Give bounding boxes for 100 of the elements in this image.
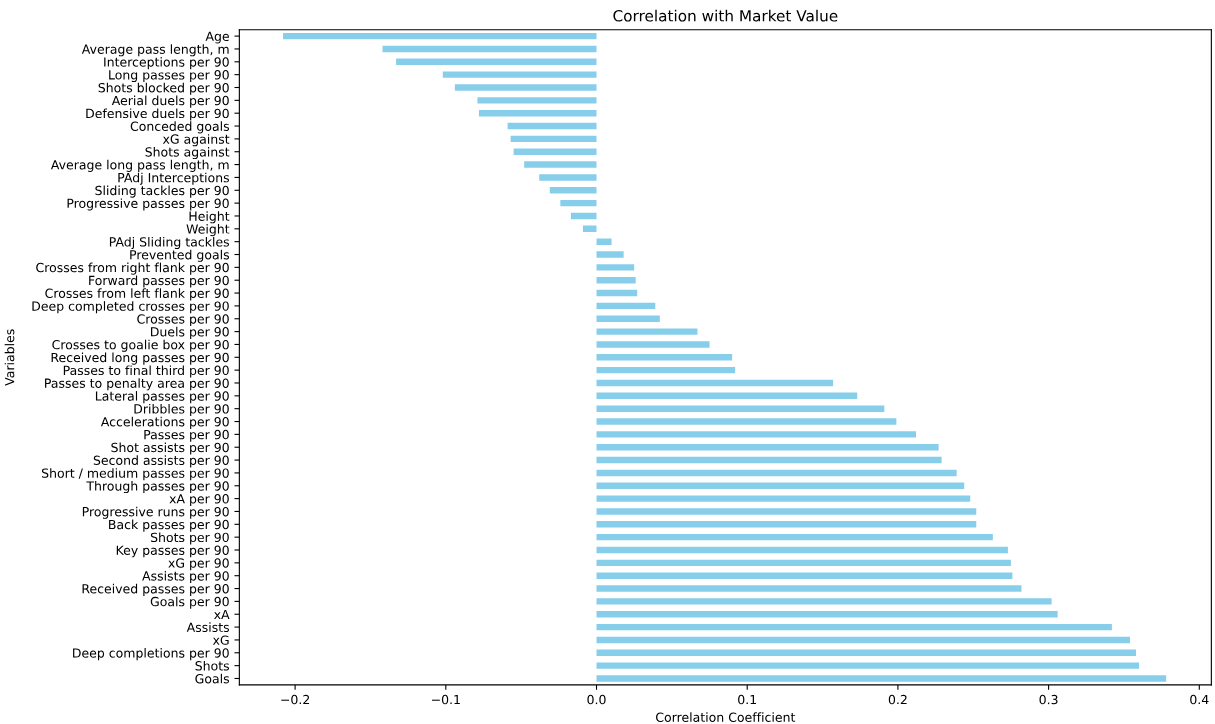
y-tick-label: Shot assists per 90 bbox=[111, 442, 229, 455]
bar bbox=[596, 277, 636, 284]
bar bbox=[596, 623, 1112, 631]
bar bbox=[524, 161, 597, 168]
y-tick-label: Back passes per 90 bbox=[109, 519, 229, 532]
y-axis-title: Variables bbox=[4, 329, 15, 386]
y-tick-label: Crosses from right flank per 90 bbox=[36, 262, 229, 275]
bar bbox=[596, 572, 1013, 579]
bar bbox=[596, 598, 1052, 605]
bar bbox=[596, 289, 638, 297]
y-tick-label: Received long passes per 90 bbox=[51, 352, 229, 365]
bar bbox=[596, 315, 660, 322]
chart-title: Correlation with Market Value bbox=[613, 9, 838, 22]
y-tick-label: Progressive runs per 90 bbox=[82, 506, 229, 519]
y-tick-label: Interceptions per 90 bbox=[104, 57, 229, 70]
y-tick-label: Progressive passes per 90 bbox=[67, 198, 229, 211]
bar bbox=[596, 675, 1167, 682]
y-tick-label: Goals per 90 bbox=[150, 596, 229, 609]
y-tick-label: xA bbox=[214, 609, 230, 619]
bar bbox=[596, 508, 977, 515]
y-tick-label: Sliding tackles per 90 bbox=[95, 185, 229, 198]
bar bbox=[596, 328, 698, 335]
y-tick-label: Assists per 90 bbox=[142, 570, 229, 584]
y-tick-label: Deep completions per 90 bbox=[73, 648, 229, 661]
bar bbox=[596, 546, 1008, 554]
y-tick-label: PAdj Sliding tackles bbox=[109, 236, 230, 250]
x-tick-label: −0.1 bbox=[431, 694, 460, 705]
bar bbox=[549, 187, 597, 194]
bar bbox=[596, 495, 971, 502]
y-tick-label: Deep completed crosses per 90 bbox=[32, 301, 229, 314]
y-tick-label: Shots bbox=[195, 660, 230, 671]
bar bbox=[596, 392, 858, 400]
bar bbox=[513, 148, 597, 155]
y-tick-label: Crosses to goalie box per 90 bbox=[52, 339, 229, 352]
x-tick-label: 0.0 bbox=[587, 694, 606, 705]
y-tick-label: xG against bbox=[162, 134, 230, 147]
y-tick-label: Goals bbox=[195, 673, 230, 684]
bar bbox=[596, 341, 710, 348]
y-tick-label: Short / medium passes per 90 bbox=[41, 468, 229, 481]
y-tick-label: xG per 90 bbox=[168, 558, 229, 571]
bar bbox=[596, 585, 1022, 592]
bar bbox=[477, 97, 597, 104]
y-tick-label: Crosses from left flank per 90 bbox=[45, 288, 229, 301]
y-tick-label: Passes per 90 bbox=[144, 429, 229, 442]
y-tick-label: Shots per 90 bbox=[150, 532, 229, 545]
y-tick-label: Through passes per 90 bbox=[86, 481, 229, 494]
x-tick-label: 0.4 bbox=[1190, 694, 1209, 705]
y-tick-label: Conceded goals bbox=[130, 121, 230, 134]
bar bbox=[596, 238, 612, 245]
bar bbox=[596, 482, 965, 489]
y-tick-label: Duels per 90 bbox=[151, 326, 229, 339]
bar bbox=[596, 533, 993, 541]
y-tick-label: Height bbox=[189, 211, 230, 224]
bar bbox=[283, 32, 597, 40]
bar bbox=[507, 122, 597, 130]
bar bbox=[596, 379, 834, 387]
x-tick-label: 0.1 bbox=[738, 694, 756, 705]
y-tick-label: Second assists per 90 bbox=[93, 455, 229, 468]
y-tick-label: Passes to penalty area per 90 bbox=[45, 378, 229, 391]
bar bbox=[596, 662, 1140, 669]
bar bbox=[570, 212, 597, 220]
bar bbox=[596, 611, 1058, 618]
y-tick-label: Defensive duels per 90 bbox=[86, 108, 229, 121]
bar bbox=[596, 469, 957, 477]
y-tick-label: Prevented goals bbox=[130, 249, 230, 262]
y-tick-label: Average long pass length, m bbox=[50, 159, 229, 172]
y-tick-label: Lateral passes per 90 bbox=[95, 391, 229, 404]
bar bbox=[539, 174, 597, 181]
y-tick-label: Weight bbox=[186, 224, 230, 237]
y-tick-label: Crosses per 90 bbox=[137, 314, 229, 327]
bar bbox=[596, 649, 1137, 656]
bar bbox=[560, 199, 597, 207]
y-tick-label: xG bbox=[212, 635, 229, 645]
y-tick-label: Accelerations per 90 bbox=[100, 416, 229, 429]
bar bbox=[596, 521, 977, 528]
x-tick-label: −0.2 bbox=[281, 694, 310, 705]
y-tick-label: Age bbox=[205, 31, 229, 44]
bar bbox=[396, 58, 597, 66]
y-tick-label: Shots against bbox=[145, 146, 230, 160]
bar bbox=[596, 418, 897, 425]
bar bbox=[596, 264, 635, 271]
y-tick-label: Received passes per 90 bbox=[82, 583, 229, 596]
y-tick-label: Key passes per 90 bbox=[116, 545, 229, 558]
bar bbox=[596, 302, 656, 310]
y-tick-label: Assists bbox=[186, 622, 230, 633]
y-tick-label: Dribbles per 90 bbox=[134, 403, 229, 417]
y-tick-label: Average pass length, m bbox=[81, 44, 229, 57]
bar bbox=[596, 559, 1011, 567]
y-tick-label: Aerial duels per 90 bbox=[111, 95, 229, 108]
bar bbox=[596, 354, 733, 361]
bar bbox=[582, 225, 597, 233]
bar bbox=[454, 84, 597, 91]
x-tick-label: 0.2 bbox=[888, 694, 907, 705]
bar bbox=[382, 45, 597, 53]
bar bbox=[442, 71, 597, 78]
bar bbox=[596, 405, 885, 412]
y-tick-label: Shots blocked per 90 bbox=[98, 82, 229, 95]
y-tick-label: xA per 90 bbox=[169, 494, 229, 506]
bar bbox=[596, 444, 939, 451]
bar bbox=[478, 109, 597, 117]
